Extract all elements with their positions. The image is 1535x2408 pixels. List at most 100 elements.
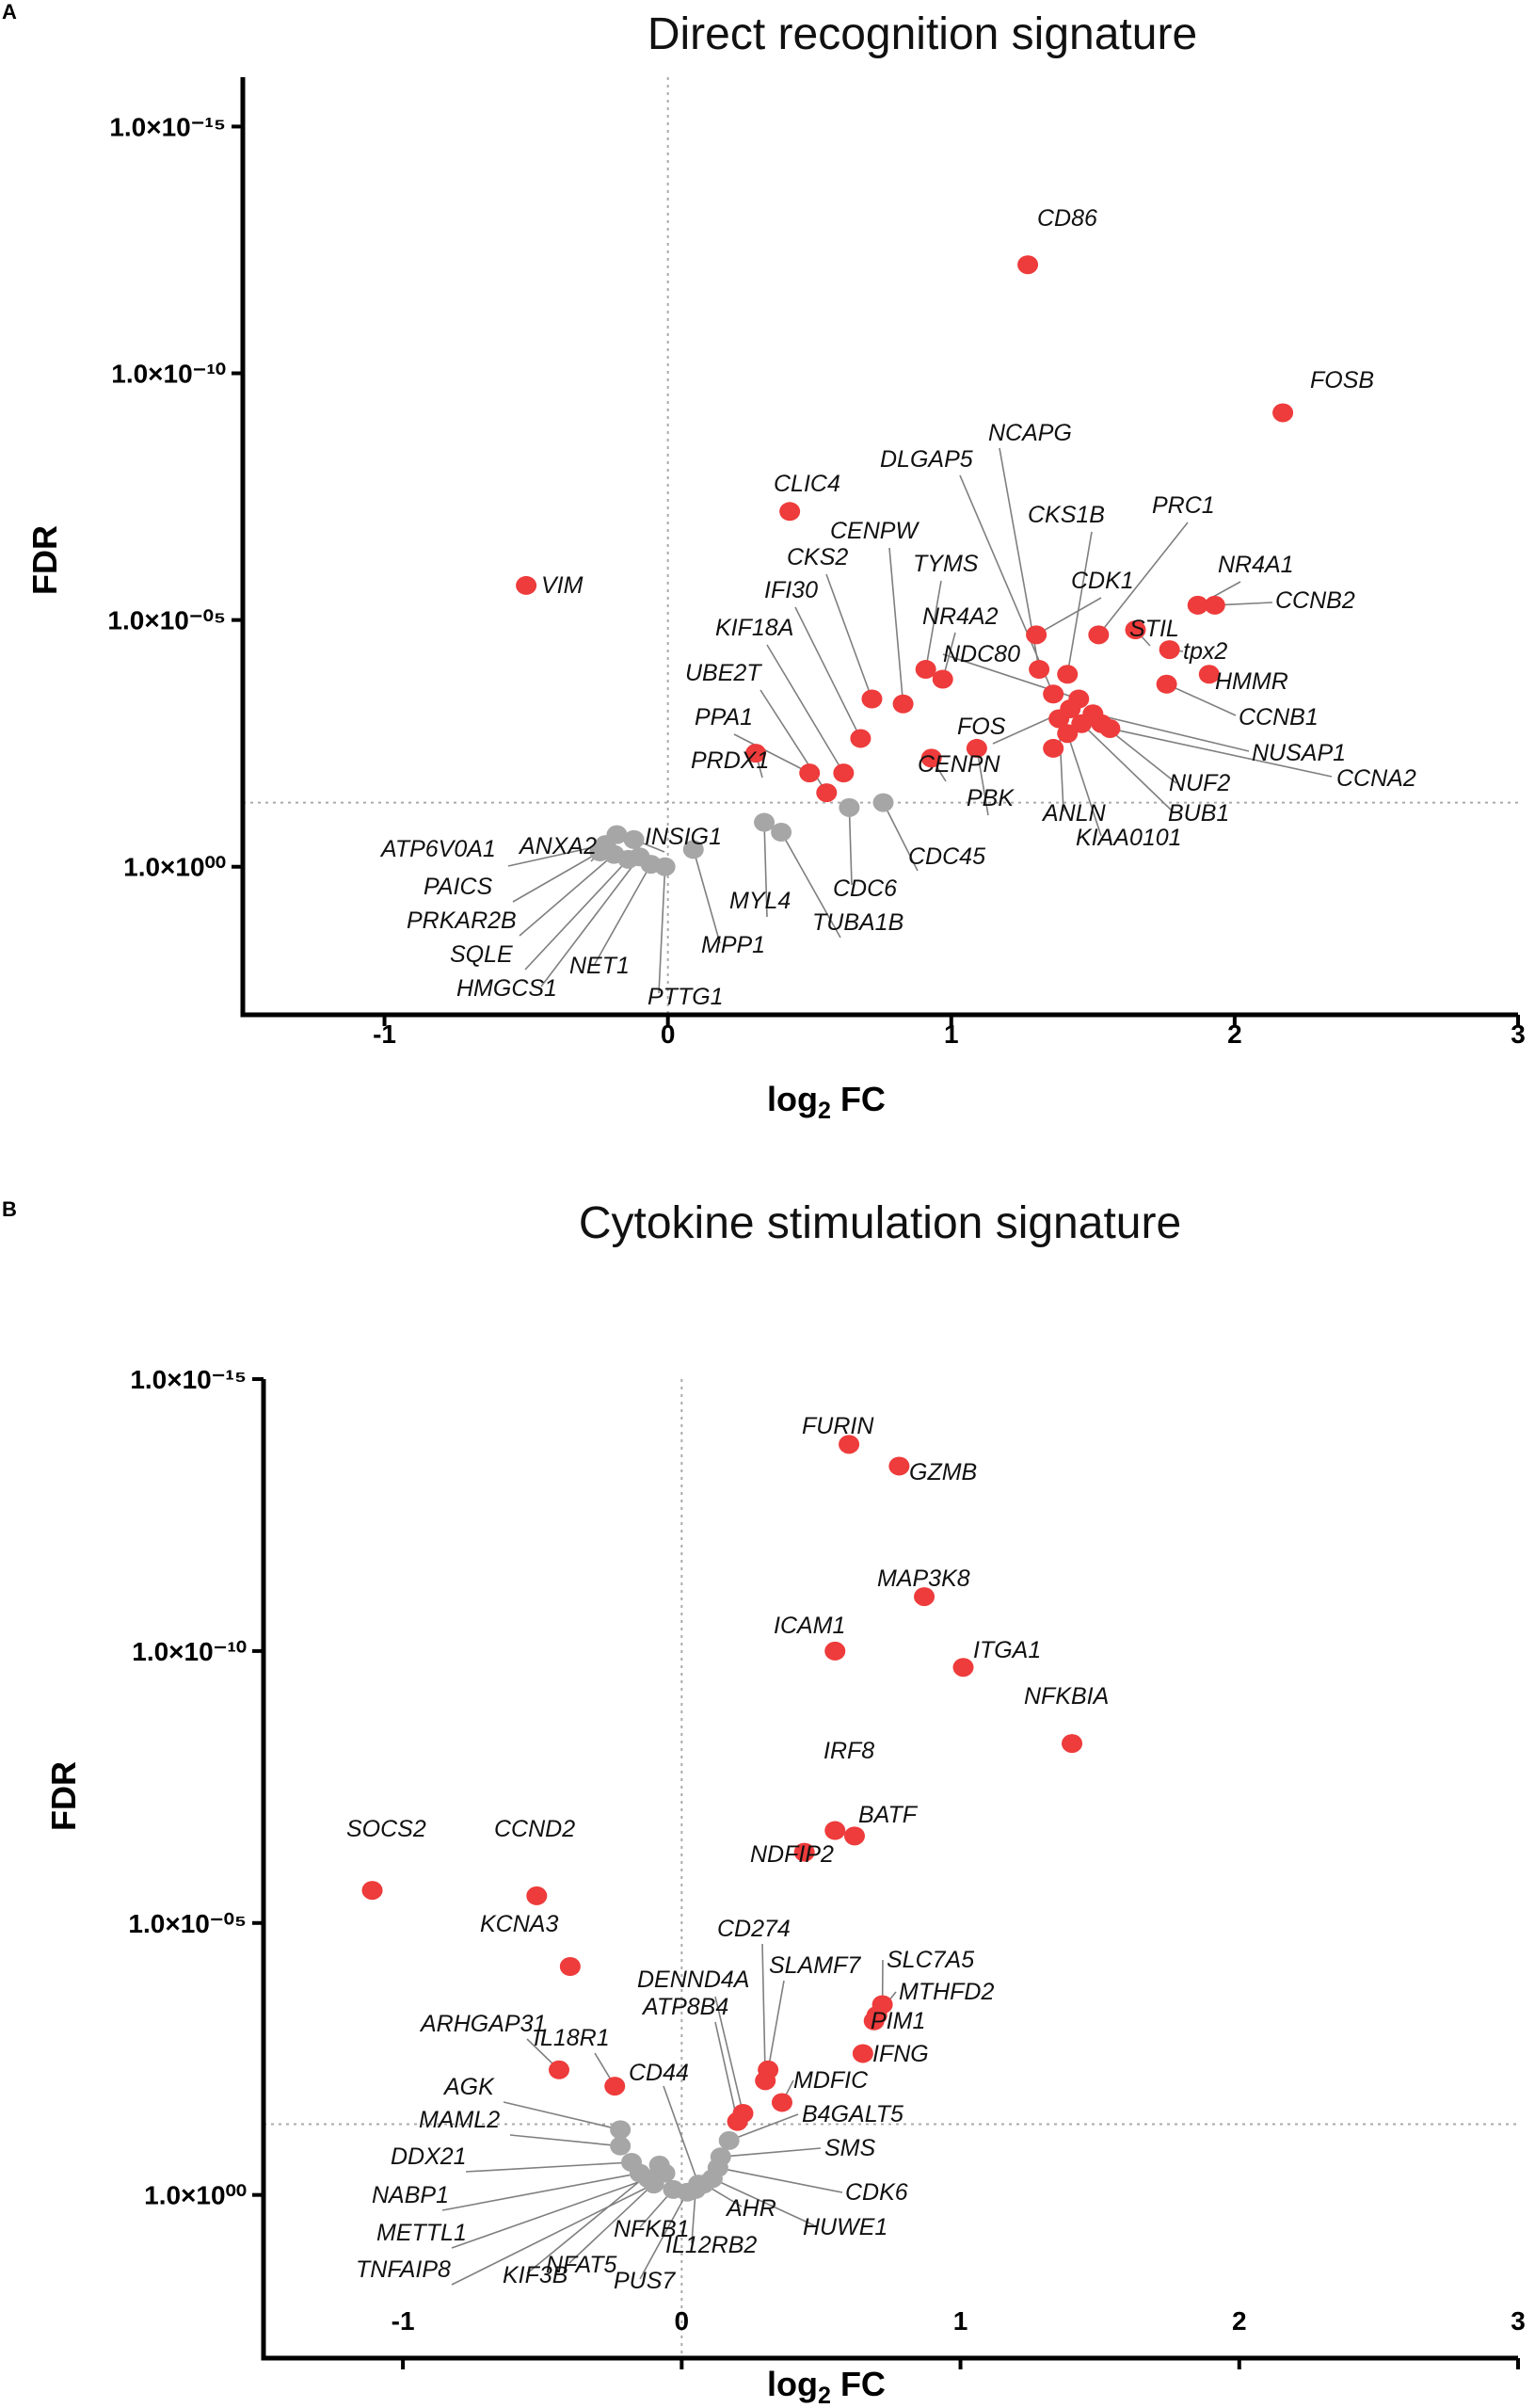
leader-huwe1: [712, 2177, 815, 2226]
gene-label-arhgap31: ARHGAP31: [419, 2011, 546, 2037]
y-tick-label: 1.0×10⁰⁰: [144, 2181, 247, 2210]
gene-label-icam1: ICAM1: [774, 1613, 845, 1639]
point-sms: [710, 2147, 731, 2167]
point-ndfip2: [793, 1842, 815, 1862]
y-tick-label: 1.0×10⁻¹⁵: [109, 112, 226, 141]
gene-label-ndc80: NDC80: [943, 641, 1020, 667]
gene-label-slc7a5: SLC7A5: [887, 1947, 974, 1973]
point-ccnb1: [1156, 674, 1177, 694]
gene-label-kif3b: KIF3B: [503, 2262, 568, 2288]
point-bub1: [1071, 714, 1093, 733]
gene-label-kif18a: KIF18A: [715, 615, 793, 641]
gene-label-prc1: PRC1: [1152, 492, 1215, 519]
chart-title-b: Cytokine stimulation signature: [579, 1198, 1181, 1248]
gene-label-prdx1: PRDX1: [691, 747, 769, 774]
point-pttg1: [654, 857, 676, 876]
gene-label-nr4a2: NR4A2: [922, 603, 999, 630]
gene-label-ndfip2: NDFIP2: [750, 1841, 834, 1868]
point-gzmb: [888, 1456, 910, 1476]
point-il18r1: [604, 2077, 626, 2096]
leader-nabp1: [441, 2172, 641, 2211]
gene-label-fosb: FOSB: [1310, 367, 1374, 393]
gene-label-cdc45: CDC45: [908, 843, 985, 870]
leader-mettl1: [451, 2177, 649, 2249]
gene-label-mthfd2: MTHFD2: [899, 1979, 994, 2005]
gene-label-nabp1: NABP1: [372, 2182, 449, 2208]
x-tick-label: 1: [944, 1019, 959, 1049]
gene-label-myl4: MYL4: [729, 888, 791, 914]
point-ifi30: [850, 729, 871, 748]
point-mdfic: [771, 2093, 792, 2112]
x-tick-label: 0: [675, 2306, 690, 2336]
point-fosb: [1272, 403, 1294, 423]
gene-label-batf: BATF: [858, 1802, 919, 1828]
point-kiaa0101: [1057, 724, 1079, 744]
gene-label-cdk1: CDK1: [1071, 568, 1134, 594]
axes-frame: [261, 1379, 1518, 2361]
point-socs2: [361, 1881, 383, 1901]
point-tuba1b: [771, 823, 792, 843]
gene-label-kcna3: KCNA3: [480, 1911, 558, 1937]
gene-label-nr4a1: NR4A1: [1218, 552, 1294, 578]
leader-nusap1: [1093, 713, 1250, 752]
gene-label-ifi30: IFI30: [764, 577, 818, 603]
gene-label-cdc6: CDC6: [833, 875, 897, 902]
gene-label-kiaa0101: KIAA0101: [1076, 825, 1182, 851]
point-dlgap5: [1043, 684, 1064, 704]
leader-maml2: [509, 2134, 621, 2147]
gene-label-anxa2: ANXA2: [518, 833, 597, 859]
gene-label-ppa1: PPA1: [695, 704, 753, 730]
point-vim: [516, 575, 537, 595]
point-anln: [1048, 709, 1070, 729]
point-nfkbia: [1062, 1734, 1083, 1754]
gene-label-stil: STIL: [1129, 616, 1179, 642]
leader-sms: [720, 2147, 822, 2159]
x-tick-label: 0: [661, 1019, 676, 1049]
point-ppa1: [799, 763, 821, 783]
leader-prkar2b: [519, 854, 615, 937]
x-tick-label: 2: [1232, 2306, 1247, 2336]
y-tick-label: 1.0×10⁻¹⁵: [130, 1365, 247, 1394]
gene-label-ddx21: DDX21: [391, 2143, 467, 2170]
point-ccnd2: [526, 1886, 548, 1905]
x-tick-label: -1: [392, 2306, 415, 2336]
point-kif18a: [833, 763, 855, 783]
point-cks2: [861, 689, 883, 709]
gene-label-paics: PAICS: [424, 874, 492, 900]
point-b4galt5: [718, 2130, 740, 2150]
point-ccna2: [1099, 718, 1121, 738]
gene-label-nfat5: NFAT5: [546, 2252, 617, 2278]
gene-label-ube2t: UBE2T: [685, 660, 762, 686]
gene-label-ahr: AHR: [725, 2195, 776, 2222]
gene-label-pbk: PBK: [967, 785, 1015, 811]
leader-ifi30: [794, 606, 862, 739]
point-maml2: [610, 2136, 632, 2156]
leader-ccnb1: [1166, 683, 1237, 716]
gene-label-mettl1: METTL1: [376, 2220, 467, 2246]
leader-mpp1: [692, 849, 721, 944]
x-axis-label-a: log2 FC: [767, 1080, 886, 1124]
gene-label-clic4: CLIC4: [774, 471, 840, 497]
point-tpx2: [1159, 640, 1180, 660]
y-tick-label: 1.0×10⁰⁰: [123, 853, 226, 882]
point-prc1: [1088, 625, 1110, 645]
leader-dennd4a: [714, 1996, 744, 2114]
gene-label-nuf2: NUF2: [1169, 770, 1230, 796]
point-pbk: [966, 738, 987, 758]
leader-b4galt5: [728, 2113, 799, 2142]
y-tick-label: 1.0×10⁻¹⁰: [132, 1637, 247, 1666]
point-pim1: [863, 2011, 885, 2031]
gene-label-bub1: BUB1: [1168, 800, 1229, 827]
point-stil: [1125, 620, 1146, 640]
leader-paics: [512, 851, 600, 903]
gene-label-cd44: CD44: [629, 2060, 689, 2086]
leader-ppa1: [733, 733, 810, 774]
gene-label-dennd4a: DENND4A: [637, 1967, 749, 1993]
leader-net1: [594, 863, 652, 965]
point-itga1: [952, 1658, 974, 1678]
point-cenpn: [920, 748, 942, 768]
gene-label-nfkb1: NFKB1: [614, 2216, 690, 2242]
point-cks1b: [1057, 665, 1079, 684]
gene-label-cks2: CKS2: [787, 544, 848, 570]
